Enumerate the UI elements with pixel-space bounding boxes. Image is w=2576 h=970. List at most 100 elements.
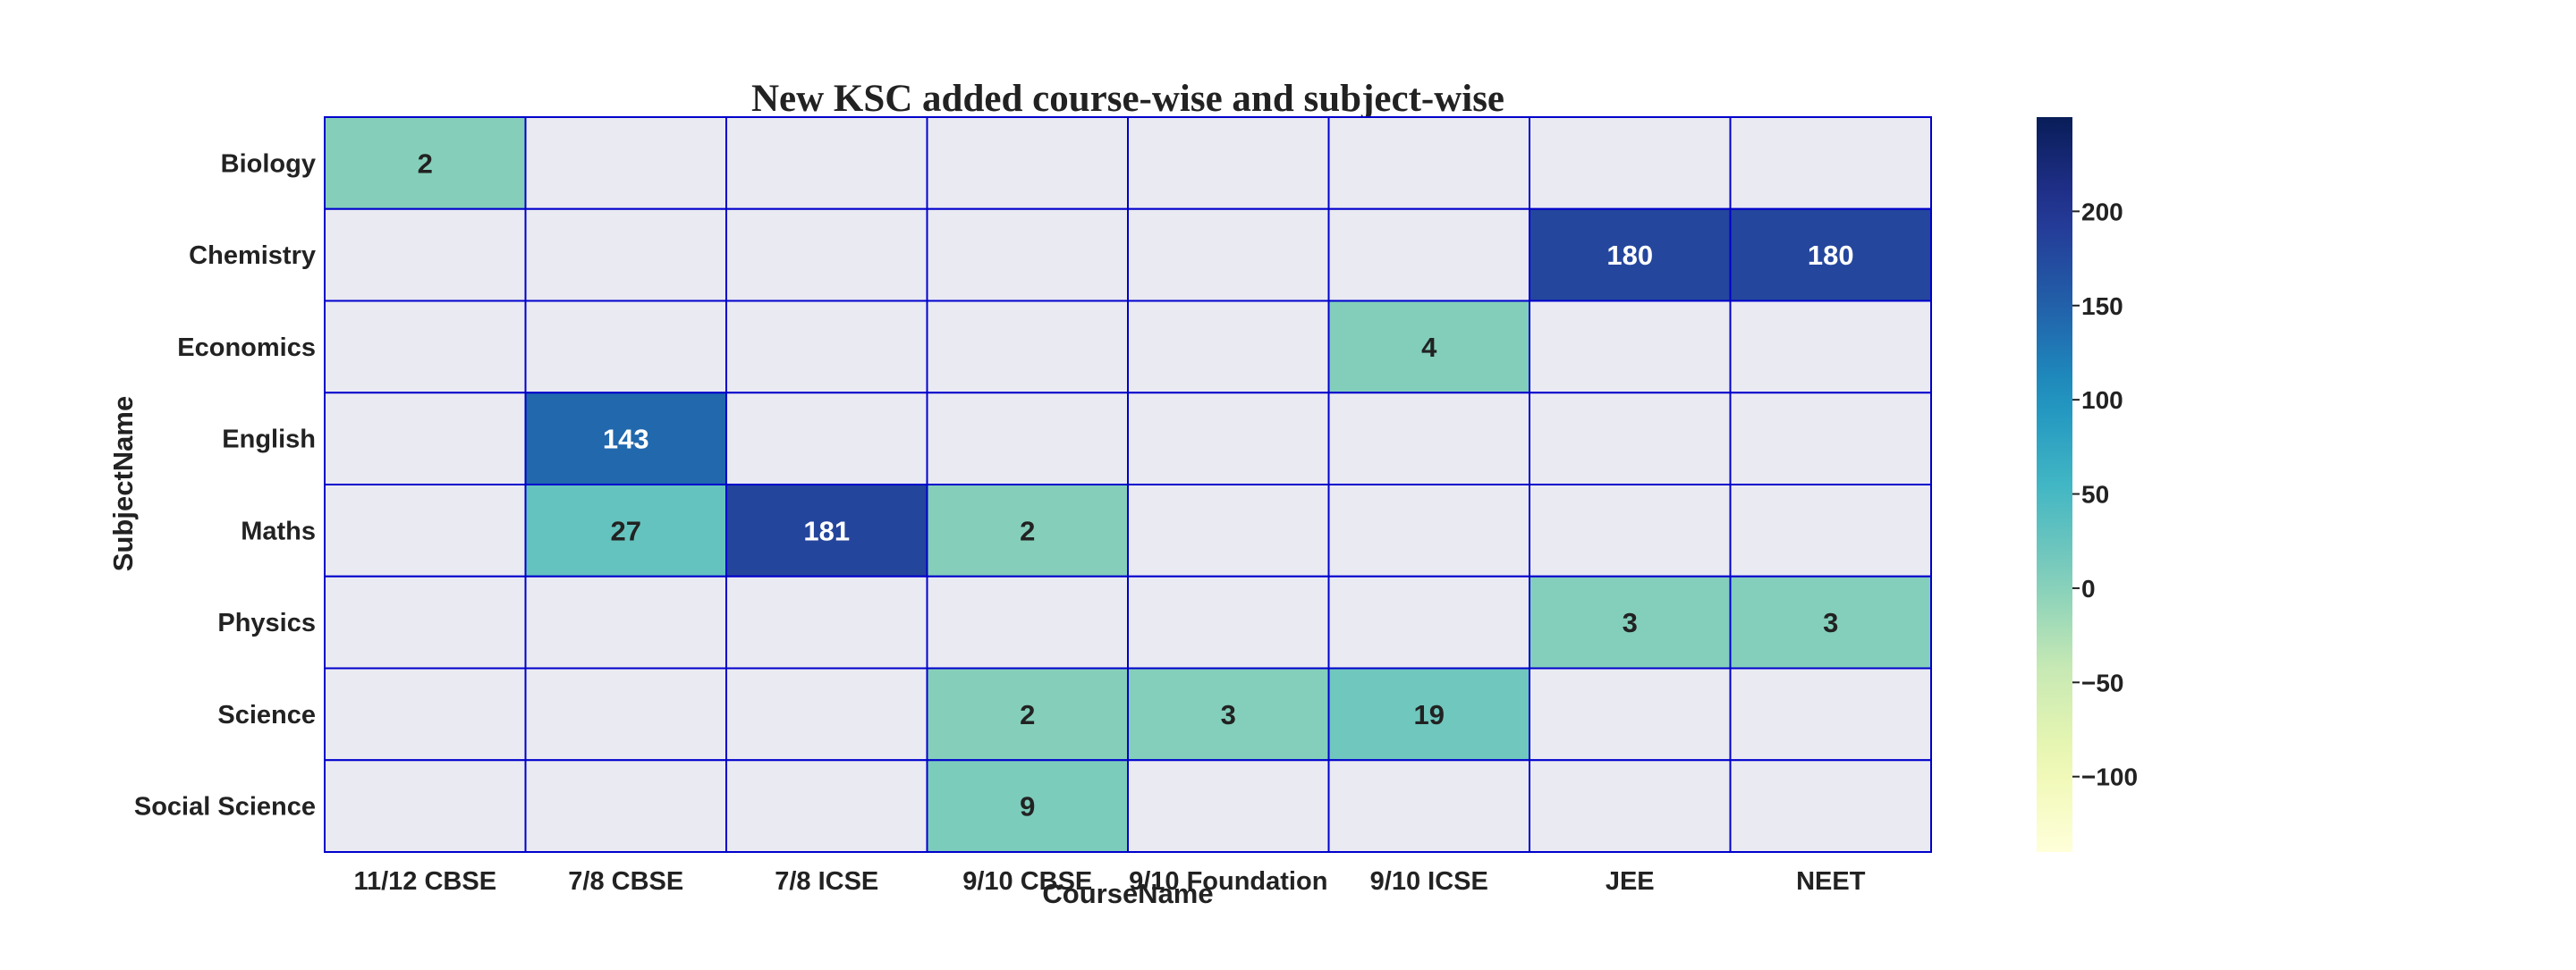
heatmap-cell	[1127, 299, 1330, 394]
y-tick-label: Chemistry	[189, 241, 316, 270]
heatmap-cell	[725, 667, 928, 762]
heatmap-cell	[1327, 484, 1530, 578]
cell-value-label: 180	[1606, 240, 1653, 271]
heatmap-cell	[1127, 667, 1330, 762]
cell-value-label: 9	[1020, 791, 1035, 822]
heatmap-cell	[1127, 575, 1330, 670]
heatmap-cell	[324, 116, 527, 210]
x-axis-label: CourseName	[1042, 878, 1213, 909]
cell-value-label: 181	[803, 515, 850, 546]
cell-value-label: 3	[1823, 607, 1838, 638]
y-tick-label: Social Science	[134, 793, 316, 822]
heatmap-cell	[1127, 116, 1330, 210]
heatmap-cell	[926, 484, 1129, 578]
heatmap-cell	[524, 575, 727, 670]
heatmap-cell	[324, 484, 527, 578]
heatmap-cell	[1529, 207, 1732, 302]
colorbar: −100 −50 0 50 100 150 200	[2037, 117, 2138, 852]
x-tick-labels: 11/12 CBSE 7/8 CBSE 7/8 ICSE 9/10 CBSE 9/10 …	[353, 867, 1865, 896]
heatmap-cell	[524, 299, 727, 394]
heatmap-cell	[926, 299, 1129, 394]
y-tick-label: Economics	[177, 333, 316, 362]
cell-value-label: 4	[1421, 332, 1437, 363]
heatmap-cell	[524, 116, 727, 210]
y-tick-label: Physics	[217, 609, 316, 637]
heatmap-cell	[524, 759, 727, 853]
heatmap-cell	[1127, 484, 1330, 578]
heatmap-cell	[1729, 116, 1932, 210]
heatmap-cell	[1529, 392, 1732, 485]
y-tick-label: English	[222, 426, 316, 454]
cell-value-label: 27	[611, 515, 641, 546]
x-tick-label: 7/8 ICSE	[775, 867, 878, 896]
y-tick-labels: Biology Chemistry Economics English Maths Phy…	[134, 149, 316, 821]
colorbar-tick-label: 50	[2081, 481, 2109, 509]
x-tick-label: 7/8 CBSE	[568, 867, 683, 896]
x-tick-label: 9/10 Foundation	[1129, 867, 1327, 896]
heatmap-cell	[1327, 299, 1530, 394]
y-axis-label: SubjectName	[107, 396, 139, 571]
heatmap-cell	[1729, 299, 1932, 394]
heatmap-cell	[1529, 759, 1732, 853]
heatmap-cell	[725, 207, 928, 302]
heatmap-cell	[1327, 759, 1530, 853]
x-tick-label: JEE	[1606, 867, 1655, 896]
x-tick-label: NEET	[1796, 867, 1866, 896]
heatmap-cell	[324, 667, 527, 762]
heatmap-cell	[1729, 759, 1932, 853]
heatmap-cell	[1327, 392, 1530, 485]
heatmap-cell	[926, 392, 1129, 485]
heatmap-cell	[1529, 116, 1732, 210]
heatmap-cell	[725, 299, 928, 394]
y-tick-label: Maths	[241, 517, 316, 545]
heatmap-cell	[324, 299, 527, 394]
heatmap-cell	[1127, 207, 1330, 302]
heatmap-cell	[524, 484, 727, 578]
heatmap-cell	[725, 116, 928, 210]
x-tick-label: 9/10 ICSE	[1370, 867, 1488, 896]
heatmap-cell	[1729, 207, 1932, 302]
heatmap-cell	[1729, 484, 1932, 578]
x-tick-label: 11/12 CBSE	[353, 867, 496, 896]
heatmap-cell	[524, 207, 727, 302]
cell-value-label: 143	[603, 424, 649, 455]
cell-value-label: 2	[418, 148, 433, 179]
heatmap-cell	[725, 392, 928, 485]
heatmap-cell	[1729, 667, 1932, 762]
heatmap-cell	[926, 207, 1129, 302]
heatmap-cell	[926, 575, 1129, 670]
colorbar-tick-label: −100	[2081, 763, 2138, 791]
heatmap-cell	[725, 759, 928, 853]
heatmap-cell	[324, 207, 527, 302]
cell-value-label: 19	[1414, 699, 1445, 730]
y-tick-label: Science	[217, 701, 316, 730]
heatmap-cell	[926, 759, 1129, 853]
heatmap-cell	[1127, 759, 1330, 853]
chart-title: New KSC added course-wise and subject-wi…	[751, 78, 1504, 120]
colorbar-tick-label: 100	[2081, 386, 2123, 414]
cell-value-label: 180	[1808, 240, 1854, 271]
cell-value-label: 2	[1020, 699, 1035, 730]
heatmap-cell	[1529, 667, 1732, 762]
heatmap-cell	[1327, 575, 1530, 670]
heatmap-cell	[1729, 575, 1932, 670]
heatmap-cell	[524, 667, 727, 762]
colorbar-tick-label: 0	[2081, 575, 2096, 603]
heatmap-cell	[1729, 392, 1932, 485]
colorbar-tick-label: 200	[2081, 198, 2123, 225]
heatmap-cells: 2 180 180 4 143 27 181 2 3 3 2 3 19 9	[324, 116, 1932, 853]
cell-value-label: 3	[1623, 607, 1638, 638]
heatmap-cell	[1529, 299, 1732, 394]
heatmap-cell	[324, 759, 527, 853]
heatmap-cell	[725, 575, 928, 670]
heatmap-cell	[926, 116, 1129, 210]
heatmap-cell	[324, 392, 527, 485]
y-tick-label: Biology	[221, 149, 316, 178]
heatmap-cell	[1327, 116, 1530, 210]
heatmap-cell	[1529, 484, 1732, 578]
colorbar-gradient	[2037, 117, 2072, 852]
colorbar-tick-label: 150	[2081, 292, 2123, 320]
cell-value-label: 3	[1221, 699, 1236, 730]
